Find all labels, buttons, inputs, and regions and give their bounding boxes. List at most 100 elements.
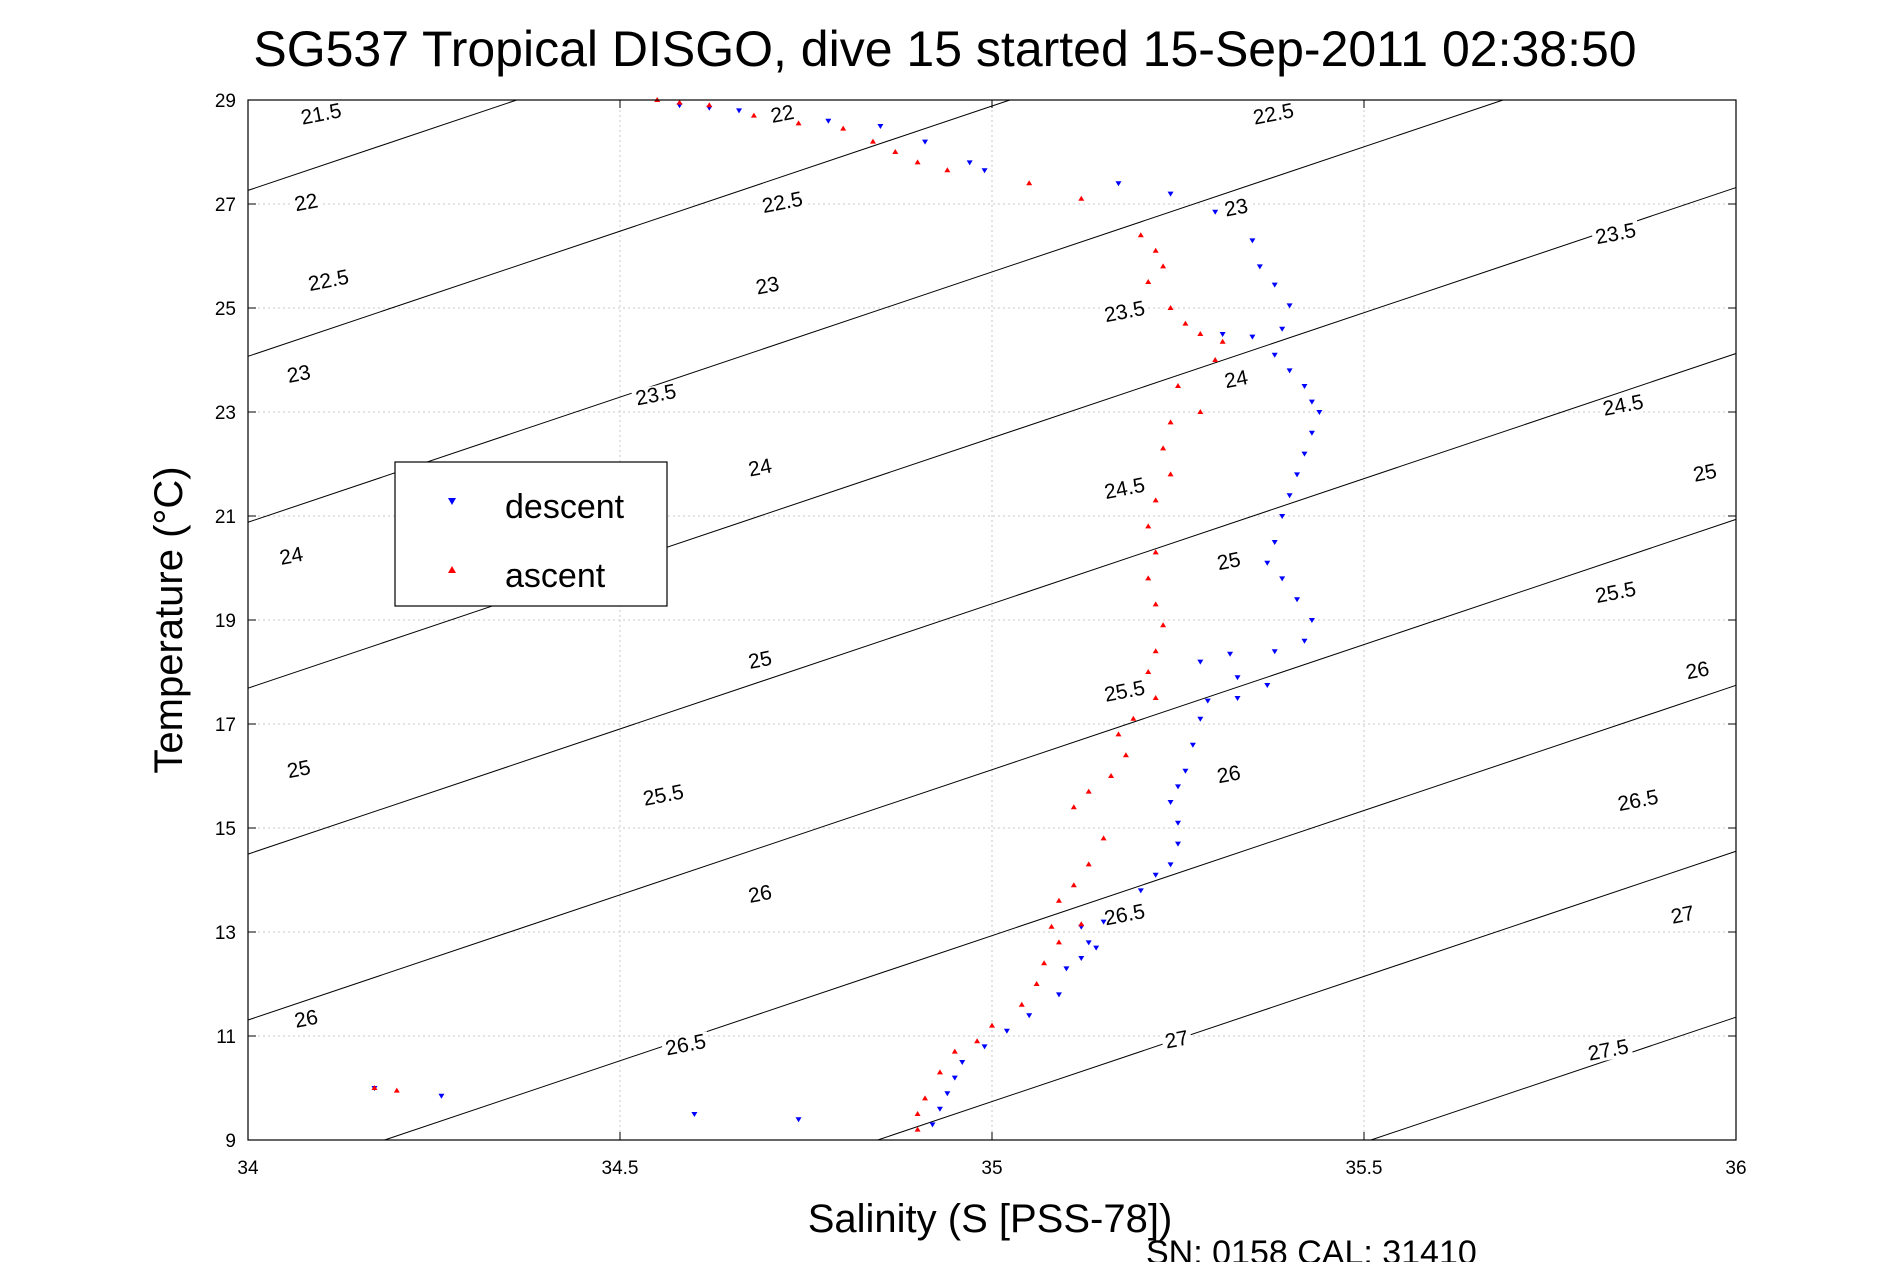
descent-point xyxy=(1308,399,1315,405)
grid-lines xyxy=(248,100,1736,1140)
isopycnal-label-backing xyxy=(1160,1027,1193,1053)
isopycnal-label: 25.5 xyxy=(641,780,686,810)
ascent-point xyxy=(1041,960,1048,966)
descent-point xyxy=(1286,368,1293,374)
descent-point xyxy=(1003,1028,1010,1034)
descent-point xyxy=(1294,597,1301,603)
ascent-point xyxy=(1152,695,1159,700)
isopycnal-label-backing xyxy=(1613,787,1663,815)
descent-point xyxy=(1197,716,1204,722)
descent-point xyxy=(1308,430,1315,436)
isopycnal-label: 27 xyxy=(1163,1027,1190,1054)
y-tick-label: 27 xyxy=(215,195,236,216)
isopycnal-label: 23.5 xyxy=(634,380,679,410)
legend-box xyxy=(394,461,668,607)
descent-point xyxy=(1249,238,1256,244)
isopycnal-line xyxy=(247,99,1504,523)
ascent-point xyxy=(840,125,847,131)
isopycnal-label: 27.5 xyxy=(1586,1035,1631,1065)
isopycnal-line xyxy=(247,187,1737,689)
isopycnal-line xyxy=(384,684,1737,1141)
ascent-point xyxy=(1160,263,1167,269)
isopycnal-label: 26 xyxy=(293,1006,320,1033)
descent-point xyxy=(1085,940,1092,946)
x-axis-label: Salinity (S [PSS-78]) xyxy=(808,1197,1173,1241)
ascent-point xyxy=(1160,445,1167,451)
isopycnal-label-backing xyxy=(1099,677,1150,706)
descent-point xyxy=(1301,638,1308,644)
isopycnal-label-backing xyxy=(743,648,777,673)
isopycnal-line xyxy=(877,850,1737,1141)
descent-point xyxy=(1234,675,1241,681)
isopycnal-label-backing xyxy=(743,455,777,481)
descent-point xyxy=(1264,683,1271,688)
isopycnal-label: 25.5 xyxy=(1593,578,1638,608)
ascent-point xyxy=(1055,939,1062,945)
ascent-point xyxy=(1070,804,1077,810)
descent-point xyxy=(1264,560,1271,566)
isopycnal-label: 25.5 xyxy=(1102,676,1147,706)
isopycnal-label-backing xyxy=(660,1031,711,1060)
y-axis-ticks: 9 11 13 15 17 19 21 23 25 27 29 xyxy=(215,91,1736,1152)
isopycnal-label: 26 xyxy=(1215,761,1242,788)
ascent-point xyxy=(1152,247,1159,253)
ascent-point xyxy=(1048,923,1055,929)
legend-descent-label: descent xyxy=(505,488,625,526)
x-tick-label: 36 xyxy=(1725,1158,1746,1179)
ascent-point xyxy=(1070,882,1077,888)
isopycnal-label: 26.5 xyxy=(1102,900,1147,930)
isopycnal-label-backing xyxy=(290,190,323,215)
y-tick-label: 29 xyxy=(215,91,236,112)
isopycnal-label: 26.5 xyxy=(663,1030,708,1060)
descent-point xyxy=(1249,334,1256,340)
ascent-point xyxy=(1152,549,1159,555)
isopycnal-label-backing xyxy=(743,882,777,907)
isopycnal-label-backing xyxy=(1590,220,1641,248)
descent-point xyxy=(691,1112,698,1117)
descent-point xyxy=(1316,410,1323,415)
ascent-point xyxy=(944,167,951,173)
isopycnal-label-backing xyxy=(275,544,308,569)
ascent-point xyxy=(1182,320,1189,326)
ascent-point xyxy=(1197,409,1204,414)
ascent-point xyxy=(393,1087,400,1093)
descent-point xyxy=(981,1044,988,1050)
isopycnal-line xyxy=(247,353,1737,855)
ascent-point xyxy=(892,149,899,154)
x-tick-label: 34 xyxy=(237,1158,259,1179)
legend: descent ascent xyxy=(394,461,668,607)
y-tick-label: 15 xyxy=(215,819,236,840)
density-contour-labels: 21.5 22 22.5 22 22.5 23 23.5 22.5 23 23.5 23 23.5 24… xyxy=(275,99,1722,1066)
descent-point xyxy=(1152,872,1159,878)
descent-point xyxy=(1167,191,1174,197)
descent-point xyxy=(1115,181,1122,187)
ascent-point xyxy=(1145,575,1152,581)
ascent-point xyxy=(1167,419,1174,425)
isopycnal-line xyxy=(1370,1016,1737,1141)
isopycnal-line xyxy=(247,518,1737,1021)
descent-point xyxy=(1279,326,1286,332)
descent-point xyxy=(944,1091,951,1097)
isopycnal-label: 24 xyxy=(746,454,774,481)
y-tick-label: 21 xyxy=(215,507,236,528)
isopycnal-label: 22.5 xyxy=(306,266,351,296)
ascent-point xyxy=(914,159,921,165)
isopycnal-label: 24.5 xyxy=(1601,390,1646,420)
ascent-point xyxy=(1152,497,1159,503)
isopycnal-label-backing xyxy=(303,267,354,295)
descent-point xyxy=(1137,888,1144,894)
descent-point xyxy=(1271,540,1278,545)
serial-cal-footer: SN: 0158 CAL: 31410 xyxy=(1146,1234,1477,1262)
isopycnal-label-backing xyxy=(1220,195,1253,221)
isopycnal-label: 25 xyxy=(746,647,773,674)
isopycnal-label-backing xyxy=(282,362,316,387)
descent-point xyxy=(1167,800,1174,805)
descent-point xyxy=(736,108,743,114)
ascent-point xyxy=(1145,523,1152,529)
legend-ascent-marker xyxy=(448,566,456,573)
isopycnal-label-backing xyxy=(1583,1036,1634,1065)
ascent-point xyxy=(1152,648,1159,654)
isopycnal-label-backing xyxy=(1220,367,1253,392)
y-tick-label: 25 xyxy=(215,299,236,320)
descent-point xyxy=(1271,352,1278,358)
